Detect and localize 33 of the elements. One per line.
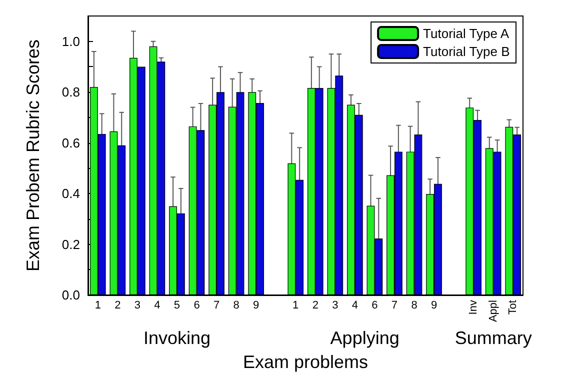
text: Applying — [330, 328, 400, 348]
x-tick-label: 2 — [312, 300, 318, 312]
x-tick-label: 1 — [94, 300, 101, 312]
x-tick-label: 9 — [253, 300, 260, 312]
y-tick-label: 0.6 — [62, 135, 80, 150]
x-tick-label: Tot — [507, 300, 520, 315]
x-tick-label: 6 — [194, 300, 200, 312]
y-axis-title: Exam Probem Rubric Scores — [23, 39, 43, 272]
y-tick-label: 0.0 — [62, 288, 80, 302]
y-tick-label: 0.4 — [62, 186, 80, 202]
x-tick-label: 7 — [213, 300, 220, 312]
y-tick-label: 1.0 — [62, 34, 80, 49]
x-tick-label: 7 — [391, 300, 398, 312]
y-tick-label: 0.8 — [62, 84, 80, 100]
x-tick-label: 2 — [114, 300, 121, 312]
x-tick-label: 4 — [154, 300, 160, 312]
x-tick-label: 8 — [233, 300, 240, 312]
x-tick-label: Inv — [468, 300, 480, 315]
y-tick-label: 0.2 — [62, 236, 80, 252]
x-axis-title: Exam problems — [242, 352, 368, 372]
x-tick-label: 8 — [411, 300, 418, 312]
text: Invoking — [143, 328, 210, 348]
legend-label: Tutorial Type A — [423, 26, 510, 41]
legend-label: Tutorial Type B — [423, 44, 510, 59]
x-tick-label: 1 — [292, 300, 299, 312]
x-tick-label: 9 — [430, 300, 438, 312]
x-tick-label: 3 — [134, 300, 140, 312]
x-tick-label: 4 — [352, 300, 358, 312]
x-tick-label: 3 — [332, 300, 338, 312]
x-tick-label: 5 — [174, 300, 180, 312]
text: Summary — [454, 328, 532, 348]
x-tick-label: Appl — [487, 300, 500, 322]
x-tick-label: 6 — [372, 300, 378, 312]
